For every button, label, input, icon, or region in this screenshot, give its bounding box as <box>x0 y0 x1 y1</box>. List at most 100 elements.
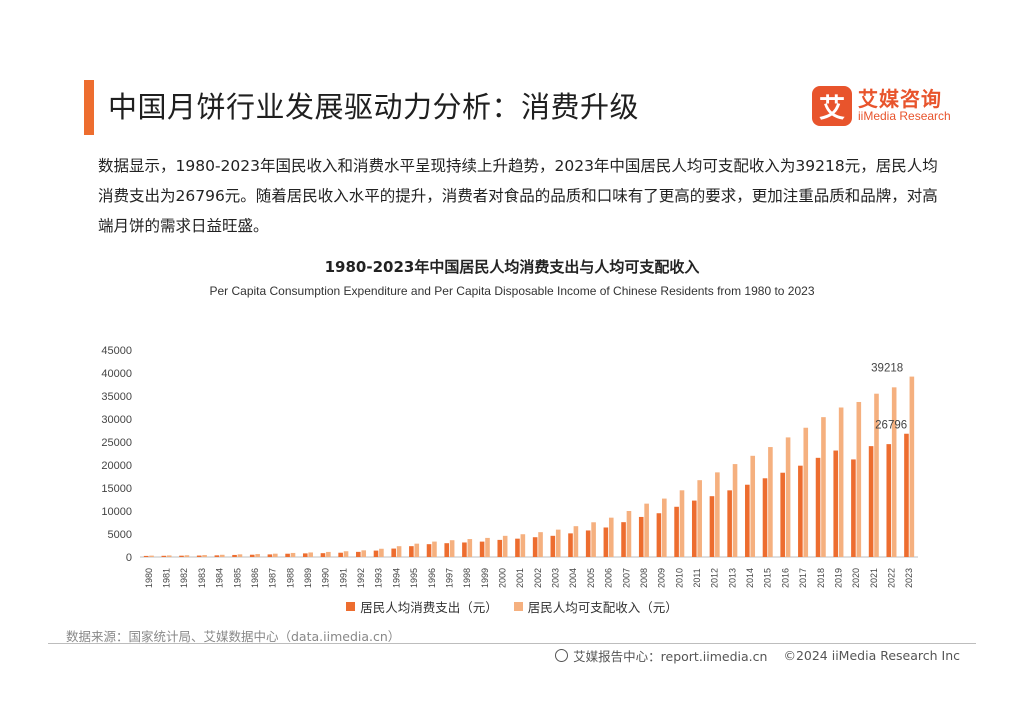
x-tick-label: 1997 <box>444 568 454 588</box>
y-tick-label: 0 <box>126 552 132 564</box>
chart-title: 1980-2023年中国居民人均消费支出与人均可支配收入 <box>324 258 700 276</box>
x-tick-label: 1991 <box>338 568 348 588</box>
data-label: 39218 <box>871 363 903 375</box>
income-bar <box>821 417 826 557</box>
income-bar <box>608 517 614 557</box>
x-tick-label: 2000 <box>497 568 507 588</box>
income-bar <box>697 480 702 557</box>
x-tick-label: 1982 <box>179 568 189 588</box>
income-bar <box>485 537 490 557</box>
consumption-bar <box>426 544 432 557</box>
x-tick-label: 2007 <box>621 568 631 588</box>
x-tick-label: 2020 <box>851 568 861 588</box>
consumption-bar <box>798 465 803 557</box>
chart-subtitle: Per Capita Consumption Expenditure and P… <box>209 284 815 298</box>
income-bar <box>732 464 738 557</box>
y-tick-label: 25000 <box>101 437 132 449</box>
income-bar <box>538 532 543 557</box>
income-bar <box>432 541 437 557</box>
income-bar <box>308 552 313 557</box>
consumption-bar <box>868 446 874 557</box>
income-bar <box>626 511 632 557</box>
income-bar <box>874 393 879 557</box>
x-tick-label: 1981 <box>162 568 172 588</box>
income-bar <box>856 401 862 557</box>
consumption-bar <box>214 555 220 557</box>
income-bar <box>166 555 172 557</box>
income-bar <box>273 553 278 557</box>
consumption-bar <box>532 537 538 557</box>
logo-chinese-name: 艾媒咨询 <box>858 87 942 112</box>
x-tick-label: 2010 <box>674 568 684 588</box>
logo-mark-icon: 艾 <box>812 86 852 126</box>
income-bar <box>891 387 897 557</box>
consumption-bar <box>851 459 856 557</box>
data-label: 26796 <box>875 420 907 432</box>
x-tick-label: 2008 <box>639 568 649 588</box>
x-tick-label: 1992 <box>356 568 366 588</box>
consumption-bar <box>691 500 697 557</box>
income-bar <box>149 555 154 557</box>
income-bar <box>838 407 844 557</box>
income-bar <box>555 529 561 557</box>
x-tick-label: 1993 <box>374 568 384 588</box>
legend-item-consumption: 居民人均消费支出（元） <box>346 597 498 616</box>
page-title: 中国月饼行业发展驱动力分析：消费升级 <box>108 90 640 124</box>
income-bar <box>361 550 367 557</box>
legend-label-consumption: 居民人均消费支出（元） <box>360 600 498 615</box>
x-tick-label: 2015 <box>763 568 773 588</box>
income-bar <box>591 522 596 557</box>
consumption-bar <box>886 444 892 557</box>
income-bar <box>520 534 526 557</box>
x-tick-label: 1994 <box>391 568 401 588</box>
globe-icon <box>555 649 569 662</box>
consumption-bar <box>621 522 626 557</box>
x-tick-label: 2005 <box>586 568 596 588</box>
consumption-bar <box>462 542 467 557</box>
income-bar <box>502 535 508 557</box>
consumption-bar <box>479 541 485 557</box>
consumption-bar <box>302 553 308 557</box>
income-bar <box>343 551 349 557</box>
x-tick-label: 2001 <box>515 568 525 588</box>
footer-report-link[interactable]: 艾媒报告中心：report.iimedia.cn <box>573 649 768 664</box>
income-bar <box>396 546 402 557</box>
income-bar <box>715 472 720 557</box>
legend-item-income: 居民人均可支配收入（元） <box>513 597 678 616</box>
legend-label-income: 居民人均可支配收入（元） <box>527 600 678 615</box>
intro-paragraph: 数据显示，1980-2023年国民收入和消费水平呈现持续上升趋势，2023年中国… <box>98 157 938 235</box>
income-bar <box>414 543 420 557</box>
income-bar <box>326 551 331 557</box>
income-bar <box>662 498 667 557</box>
data-source: 数据来源：国家统计局、艾媒数据中心（data.iimedia.cn） <box>66 629 401 644</box>
consumption-bar <box>745 484 750 557</box>
page-footer: 艾媒报告中心：report.iimedia.cn ©2024 iiMedia R… <box>555 646 960 665</box>
income-bar <box>467 539 473 557</box>
x-tick-label: 2012 <box>710 568 720 588</box>
title-accent-bar <box>84 80 94 135</box>
y-tick-label: 45000 <box>101 345 132 357</box>
consumption-bar <box>320 553 326 557</box>
consumption-bar <box>674 506 679 557</box>
x-tick-label: 1985 <box>232 568 242 588</box>
consumption-bar <box>638 516 644 557</box>
income-bar <box>219 554 225 557</box>
consumption-bar <box>780 472 785 557</box>
chart-legend: 居民人均消费支出（元） 居民人均可支配收入（元） <box>0 597 1024 616</box>
consumption-bar <box>285 553 290 557</box>
consumption-bar <box>373 550 379 557</box>
consumption-bar <box>585 530 591 557</box>
legend-swatch-consumption <box>346 602 356 611</box>
x-tick-label: 2019 <box>833 568 843 588</box>
consumption-bar <box>249 554 255 557</box>
legend-swatch-income <box>513 602 523 611</box>
x-tick-label: 1989 <box>303 568 313 588</box>
x-tick-label: 1986 <box>250 568 260 588</box>
income-bar <box>255 554 260 557</box>
income-bar <box>768 447 773 557</box>
consumption-bar <box>603 527 609 557</box>
x-tick-label: 1996 <box>427 568 437 588</box>
income-bar <box>803 427 809 557</box>
y-tick-label: 20000 <box>101 460 132 472</box>
income-bar <box>290 552 296 557</box>
